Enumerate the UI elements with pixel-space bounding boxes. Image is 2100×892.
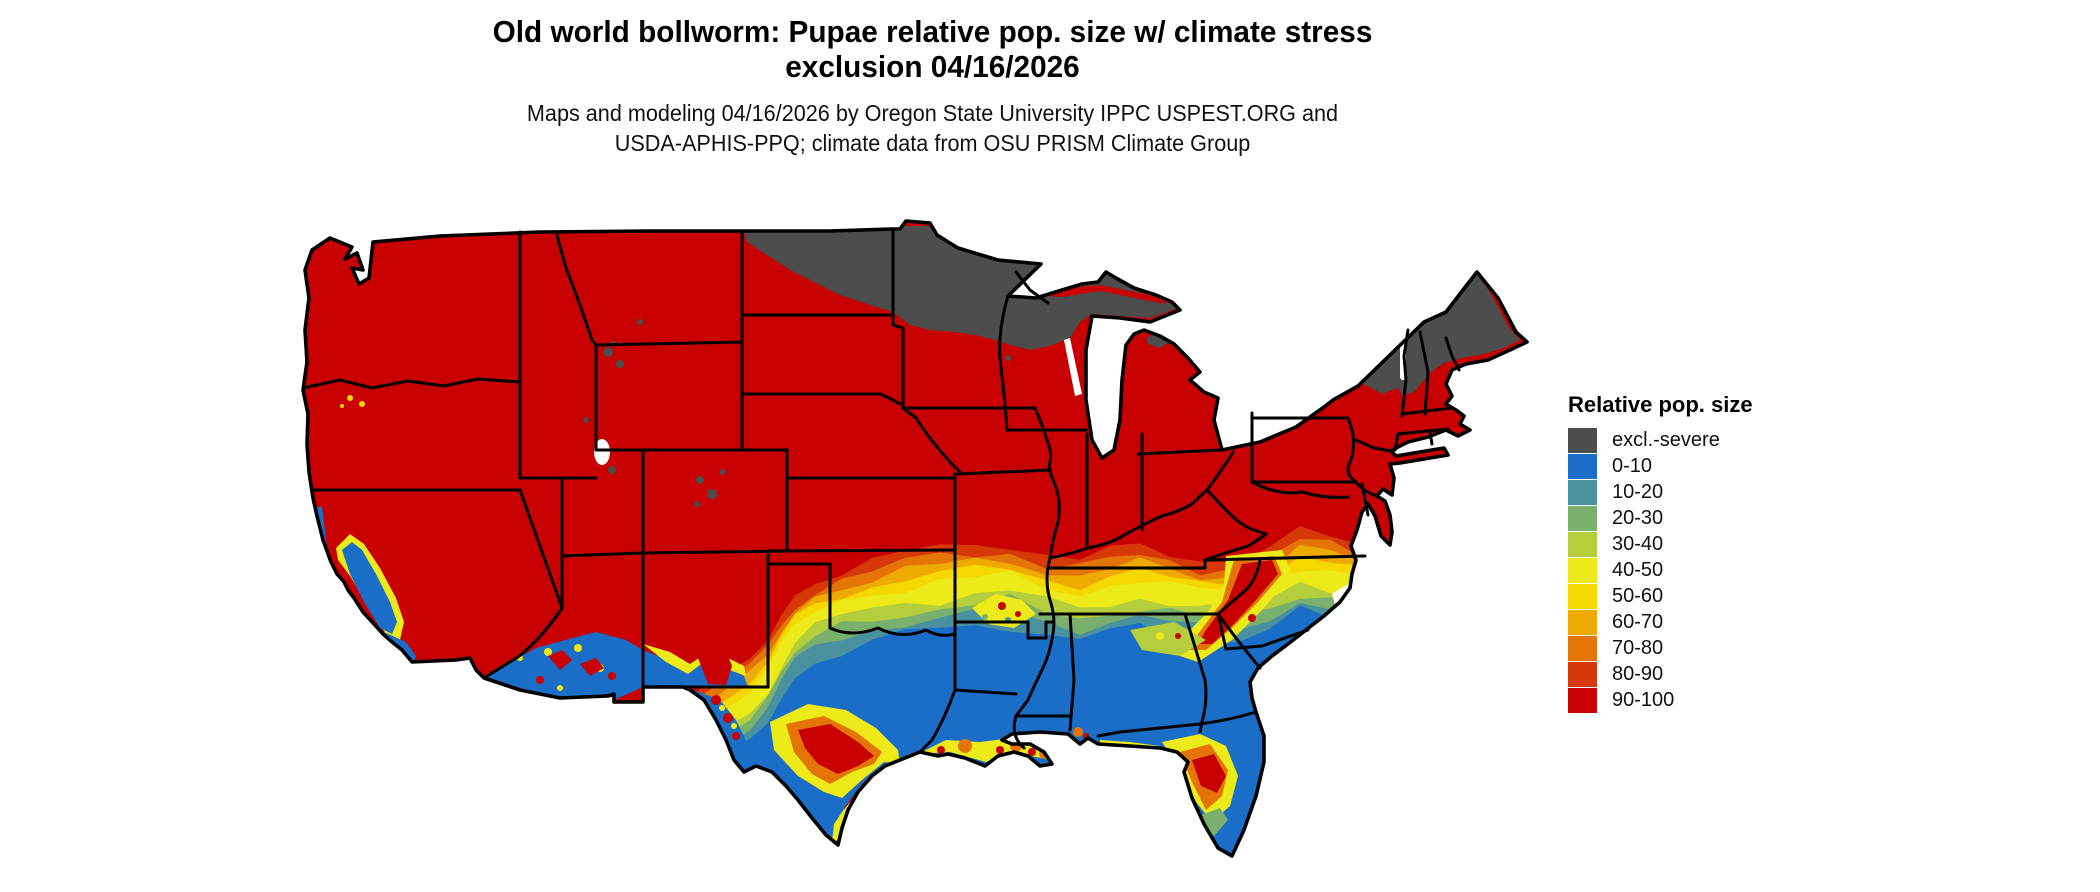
legend-swatch xyxy=(1568,584,1597,609)
state-border-46 xyxy=(1203,532,1268,562)
state-border-42 xyxy=(1096,710,1258,738)
state-border-51 xyxy=(1346,416,1379,498)
state-border-34 xyxy=(1048,450,1235,560)
legend-swatch xyxy=(1568,636,1597,661)
lake-st-clair xyxy=(1218,406,1226,414)
state-border-25 xyxy=(766,548,957,553)
state-border-6 xyxy=(891,227,905,410)
legend-item-70-80: 70-80 xyxy=(1568,636,1808,661)
state-border-47 xyxy=(1205,488,1268,536)
state-border-58 xyxy=(1360,482,1370,517)
florida-keys xyxy=(1193,860,1224,871)
green-bay xyxy=(1064,338,1082,396)
legend-title: Relative pop. size xyxy=(1568,392,1753,417)
legend-item-label: 0-10 xyxy=(1612,455,1653,477)
legend-rows: excl.-severe 0-10 10-20 20-30 30-40 40-50 50-6… xyxy=(1568,428,1808,713)
title-line-1: Old world bollworm: Pupae relative pop. … xyxy=(492,14,1373,49)
legend-swatch xyxy=(1568,610,1597,635)
state-border-0 xyxy=(301,377,522,390)
legend-item-40-50: 40-50 xyxy=(1568,558,1808,583)
legend-item-label: 30-40 xyxy=(1612,533,1664,555)
legend: Relative pop. size excl.-severe 0-10 10-20… xyxy=(1568,392,1808,714)
legend-swatch xyxy=(1568,480,1597,505)
new-mexico-yellow-fringe xyxy=(643,644,746,676)
state-border-8 xyxy=(901,406,964,476)
legend-item-20-30: 20-30 xyxy=(1568,506,1808,531)
state-border-60 xyxy=(918,688,957,754)
pacific-northwest-dots xyxy=(340,395,365,408)
legend-item-80-90: 80-90 xyxy=(1568,662,1808,687)
state-border-45 xyxy=(1216,558,1262,616)
legend-item-10-20: 10-20 xyxy=(1568,480,1808,505)
legend-item-label: 20-30 xyxy=(1612,507,1664,529)
state-border-7 xyxy=(740,392,902,406)
page-title: Old world bollworm: Pupae relative pop. … xyxy=(37,14,1827,84)
title-line-2: exclusion 04/16/2026 xyxy=(785,49,1080,84)
legend-item-label: 50-60 xyxy=(1612,585,1664,607)
legend-swatch xyxy=(1568,532,1597,557)
channel-island xyxy=(334,665,338,669)
state-border-41 xyxy=(1183,612,1208,734)
legend-swatch xyxy=(1568,558,1597,583)
state-border-43 xyxy=(1216,612,1262,670)
legend-item-60-70: 60-70 xyxy=(1568,610,1808,635)
legend-item-90-100: 90-100 xyxy=(1568,688,1808,713)
legend-item-label: 70-80 xyxy=(1612,637,1664,659)
legend-item-30-40: 30-40 xyxy=(1568,532,1808,557)
legend-item-label: 80-90 xyxy=(1612,663,1664,685)
legend-item-label: 90-100 xyxy=(1612,689,1675,711)
central-valley-blue xyxy=(342,542,397,634)
state-border-56 xyxy=(1400,406,1454,416)
legend-swatch xyxy=(1568,506,1597,531)
state-border-40 xyxy=(1068,612,1076,732)
state-border-3 xyxy=(594,340,744,347)
legend-swatch xyxy=(1568,428,1597,453)
title-block: Old world bollworm: Pupae relative pop. … xyxy=(0,14,1865,158)
channel-island xyxy=(352,675,358,681)
channel-island xyxy=(342,669,348,675)
state-border-31 xyxy=(998,294,1010,432)
legend-swatch xyxy=(1568,662,1597,687)
state-border-16 xyxy=(518,488,564,610)
state-border-29 xyxy=(953,620,1054,640)
state-border-52 xyxy=(1354,438,1393,453)
state-border-55 xyxy=(1444,336,1461,372)
subtitle-line-2: USDA-APHIS-PPQ; climate data from OSU PR… xyxy=(614,130,1251,156)
state-border-24 xyxy=(766,562,832,630)
state-border-30 xyxy=(1012,406,1061,750)
state-border-28 xyxy=(956,468,1052,476)
legend-swatch xyxy=(1568,454,1597,479)
legend-item-label: excl.-severe xyxy=(1612,429,1720,451)
page-subtitle: Maps and modeling 04/16/2026 by Oregon S… xyxy=(56,98,1809,158)
legend-item-label: 10-20 xyxy=(1612,481,1664,503)
excluded-region-northern-new-england xyxy=(1388,272,1520,396)
excluded-superior-shore-red-strip xyxy=(1040,285,1172,303)
legend-item-label: 40-50 xyxy=(1612,559,1664,581)
state-border-54 xyxy=(1418,330,1430,416)
state-border-26 xyxy=(828,626,957,637)
state-border-36 xyxy=(1136,448,1222,456)
legend-item-label: 60-70 xyxy=(1612,611,1664,633)
state-border-17 xyxy=(482,606,564,680)
legend-item-50-60: 50-60 xyxy=(1568,584,1808,609)
appalachian-red-tongue xyxy=(1174,550,1292,662)
state-border-53 xyxy=(1400,328,1410,418)
legend-item-excl.-severe: excl.-severe xyxy=(1568,428,1808,453)
legend-swatch xyxy=(1568,688,1597,713)
state-border-44 xyxy=(1216,612,1310,651)
subtitle-line-1: Maps and modeling 04/16/2026 by Oregon S… xyxy=(526,100,1339,126)
state-border-59 xyxy=(1014,270,1050,305)
state-border-2 xyxy=(554,230,598,452)
state-border-62 xyxy=(953,688,1018,696)
great-salt-lake xyxy=(594,439,610,465)
state-borders xyxy=(301,227,1461,754)
legend-item-0-10: 0-10 xyxy=(1568,454,1808,479)
state-border-48 xyxy=(1250,480,1350,499)
georgia-alabama-patch xyxy=(1130,622,1206,656)
new-mexico-red-tongue xyxy=(698,630,732,685)
